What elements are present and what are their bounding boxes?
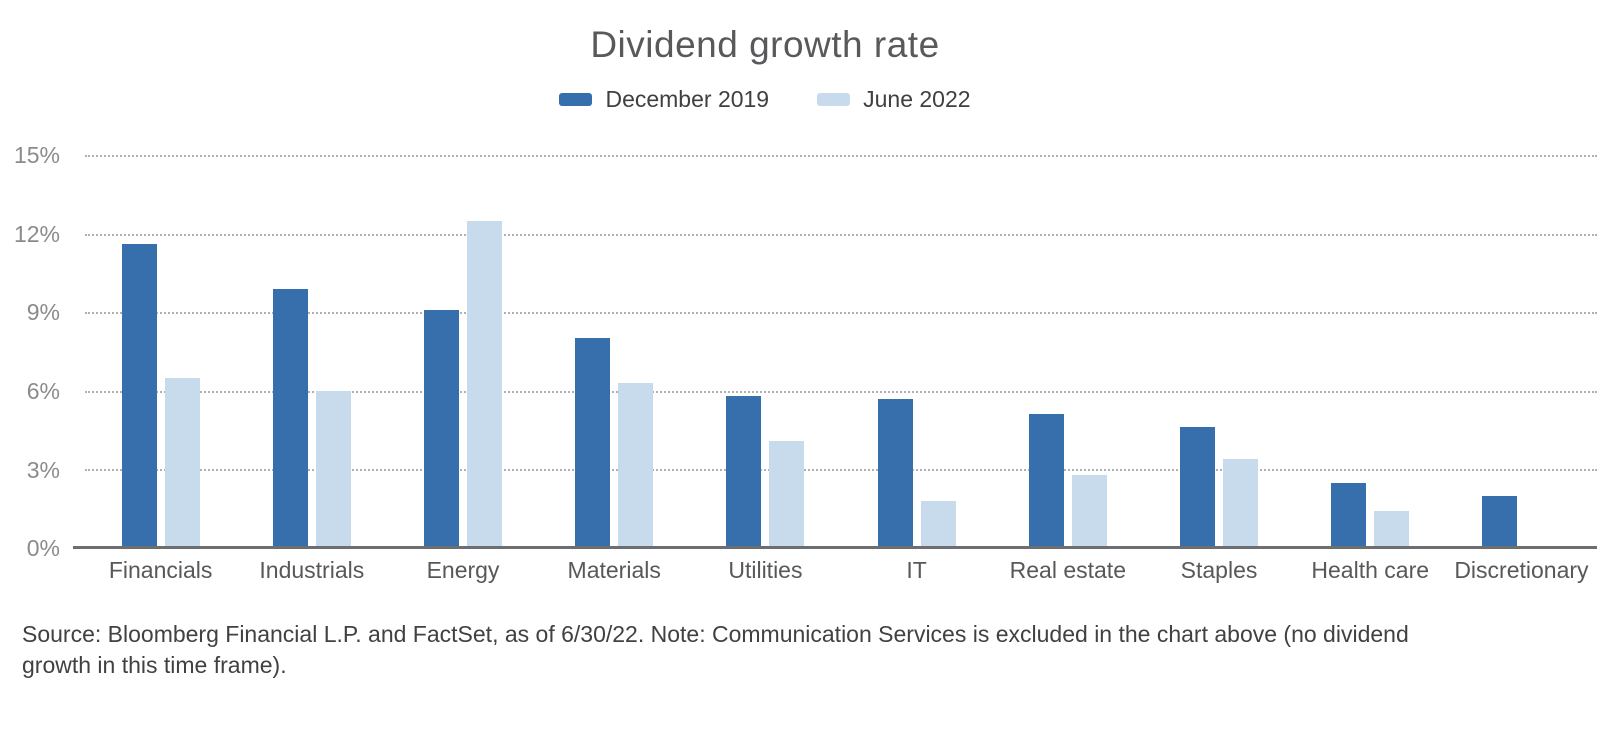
bar-june-2022-health-care — [1374, 511, 1410, 548]
bars-row — [85, 155, 1597, 548]
bar-december-2019-financials — [121, 244, 157, 548]
bar-december-2019-health-care — [1331, 482, 1367, 548]
x-axis-label-financials: Financials — [108, 557, 213, 583]
bar-group-staples — [1143, 155, 1294, 548]
legend-label-december-2019: December 2019 — [605, 86, 770, 112]
bar-june-2022-real-estate — [1071, 474, 1107, 548]
x-axis-label-energy: Energy — [426, 557, 500, 583]
gridline-12pct — [85, 233, 1597, 236]
x-axis-label-materials: Materials — [567, 557, 661, 583]
bar-group-financials — [85, 155, 236, 548]
bar-group-discretionary — [1446, 155, 1597, 548]
source-note: Source: Bloomberg Financial L.P. and Fac… — [22, 621, 1409, 678]
bar-december-2019-staples — [1180, 427, 1216, 548]
x-axis-label-industrials: Industrials — [259, 557, 365, 583]
x-axis-label-it: IT — [906, 557, 927, 583]
bar-june-2022-utilities — [769, 440, 805, 548]
bar-june-2022-staples — [1223, 458, 1259, 548]
legend-swatch-december-2019 — [559, 93, 593, 106]
y-axis-label-15: 15% — [13, 142, 60, 168]
bar-june-2022-it — [920, 500, 956, 548]
bar-june-2022-financials — [164, 377, 200, 548]
x-axis-label-real-estate: Real estate — [1009, 557, 1126, 583]
bar-december-2019-discretionary — [1482, 495, 1518, 548]
bar-group-energy — [387, 155, 538, 548]
x-axis-label-staples: Staples — [1180, 557, 1258, 583]
bar-june-2022-materials — [618, 382, 654, 548]
bar-december-2019-materials — [575, 338, 611, 548]
y-axis-label-12: 12% — [13, 221, 60, 247]
bar-december-2019-it — [877, 398, 913, 548]
y-axis-label-3: 3% — [26, 457, 60, 483]
plot-area — [85, 155, 1597, 548]
bar-december-2019-industrials — [272, 288, 308, 548]
gridline-6pct — [85, 390, 1597, 393]
gridline-9pct — [85, 312, 1597, 315]
chart-title: Dividend growth rate — [590, 24, 940, 65]
bar-group-real-estate — [992, 155, 1143, 548]
x-axis-line — [73, 546, 1597, 549]
x-axis-label-health-care: Health care — [1311, 557, 1430, 583]
bar-december-2019-energy — [424, 309, 459, 548]
y-axis-label-6: 6% — [26, 378, 60, 404]
legend-swatch-june-2022 — [817, 93, 851, 106]
bar-group-health-care — [1295, 155, 1446, 548]
bar-group-it — [841, 155, 992, 548]
bar-june-2022-energy — [467, 220, 502, 548]
x-axis-labels: Financials Industrials Energy Materials Util… — [85, 557, 1597, 584]
y-axis-label-0: 0% — [26, 535, 60, 561]
legend: December 2019 June 2022 — [0, 86, 1530, 113]
bar-december-2019-real-estate — [1028, 414, 1064, 548]
x-axis-label-discretionary: Discretionary — [1454, 557, 1589, 583]
legend-item-june-2022: June 2022 — [817, 86, 971, 113]
x-axis-label-utilities: Utilities — [728, 557, 803, 583]
gridline-3pct — [85, 469, 1597, 472]
y-axis-label-9: 9% — [26, 299, 60, 325]
bar-june-2022-industrials — [315, 390, 351, 548]
legend-label-june-2022: June 2022 — [863, 86, 971, 112]
bar-group-materials — [539, 155, 690, 548]
bar-group-industrials — [236, 155, 387, 548]
gridline-15pct — [85, 155, 1597, 157]
bar-december-2019-utilities — [726, 396, 762, 548]
legend-item-december-2019: December 2019 — [559, 86, 769, 113]
bar-group-utilities — [690, 155, 841, 548]
